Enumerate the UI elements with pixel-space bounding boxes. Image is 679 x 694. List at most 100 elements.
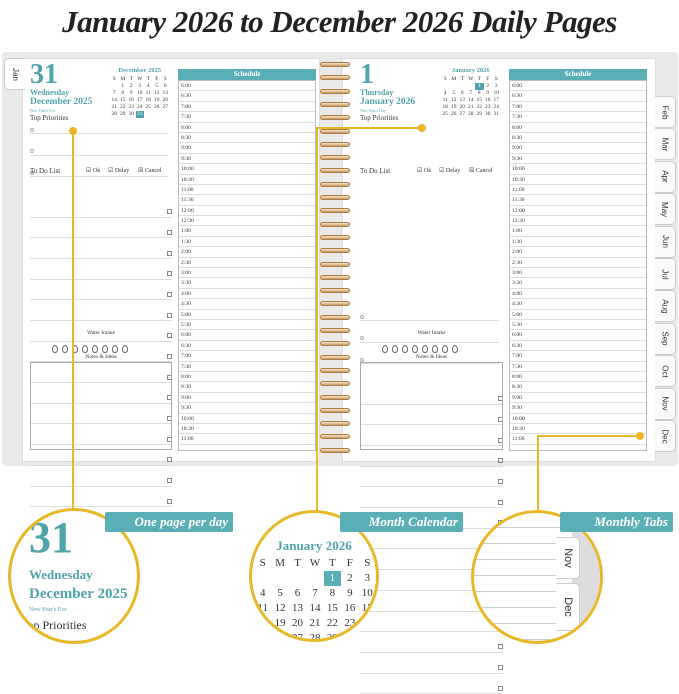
water-drop-icon[interactable] [92,345,98,353]
schedule-slot[interactable]: 8:30 [179,133,315,144]
schedule-slot[interactable]: 4:00 [510,289,646,300]
schedule-slot[interactable]: 9:00 [179,393,315,404]
schedule-slot[interactable]: 8:00 [179,372,315,383]
checkbox[interactable] [498,685,503,691]
schedule-slot[interactable]: 2:00 [179,247,315,258]
schedule-slot[interactable]: 9:00 [510,393,646,404]
calendar-day[interactable]: 29 [476,111,482,117]
water-drop-icon[interactable] [52,345,58,353]
calendar-day[interactable]: 7 [469,90,473,96]
schedule-slot[interactable]: 6:00 [510,81,646,92]
calendar-day[interactable]: 6 [163,83,167,89]
calendar-day[interactable]: 23 [128,104,134,110]
calendar-day[interactable]: 14 [468,97,474,103]
schedule-slot[interactable]: 10:30 [179,424,315,435]
schedule-slot[interactable]: 11:00 [510,434,646,445]
calendar-day[interactable]: 1 [475,83,484,90]
checkbox[interactable] [167,209,172,215]
schedule-slot[interactable]: 11:30 [179,195,315,206]
calendar-day[interactable]: 28 [468,111,474,117]
checkbox[interactable] [167,478,172,484]
calendar-day[interactable]: 6 [460,90,464,96]
calendar-day[interactable]: 16 [485,97,491,103]
calendar-day[interactable]: 13 [459,97,465,103]
notes-box[interactable] [360,362,503,450]
calendar-day[interactable]: 31 [135,111,144,118]
schedule-slot[interactable]: 1:00 [510,226,646,237]
schedule-slot[interactable]: 6:00 [510,330,646,341]
calendar-day[interactable]: 27 [459,111,465,117]
calendar-day[interactable]: 12 [451,97,457,103]
schedule-slot[interactable]: 9:00 [179,143,315,154]
calendar-day[interactable]: 24 [137,104,143,110]
calendar-day[interactable]: 15 [476,97,482,103]
schedule-slot[interactable]: 11:00 [510,185,646,196]
tab-jan[interactable]: Jan [4,58,25,90]
tab-feb[interactable]: Feb [655,96,676,128]
tab-oct[interactable]: Oct [655,355,676,388]
calendar-day[interactable]: 8 [121,90,125,96]
checkbox[interactable] [167,333,172,339]
calendar-day[interactable]: 22 [120,104,126,110]
tab-apr[interactable]: Apr [655,160,676,193]
water-drop-icon[interactable] [102,345,108,353]
schedule-slot[interactable]: 9:00 [510,143,646,154]
schedule-slot[interactable]: 10:00 [510,164,646,175]
calendar-day[interactable]: 19 [154,97,160,103]
schedule-slot[interactable]: 2:00 [510,247,646,258]
schedule-slot[interactable]: 8:00 [510,123,646,133]
checkbox[interactable] [498,644,503,650]
schedule-slot[interactable]: 7:30 [179,112,315,123]
calendar-day[interactable]: 20 [459,104,465,110]
water-drop-icon[interactable] [82,345,88,353]
calendar-day[interactable]: 11 [145,90,151,96]
schedule-slot[interactable]: 12:00 [510,206,646,217]
schedule-slot[interactable]: 6:30 [179,91,315,102]
schedule-slot[interactable]: 8:30 [510,133,646,144]
calendar-day[interactable]: 10 [493,90,499,96]
checkbox[interactable] [498,499,503,505]
calendar-day[interactable]: 14 [111,97,117,103]
schedule-slot[interactable]: 7:00 [510,102,646,113]
tab-jun[interactable]: Jun [655,225,676,258]
schedule-slot[interactable]: 3:30 [510,278,646,289]
schedule-slot[interactable]: 4:30 [179,299,315,310]
schedule-slot[interactable]: 3:00 [510,268,646,279]
calendar-day[interactable]: 23 [485,104,491,110]
calendar-day[interactable]: 8 [477,90,481,96]
schedule-slot[interactable]: 9:30 [179,154,315,165]
calendar-day[interactable]: 30 [128,111,134,117]
checkbox[interactable] [167,457,172,463]
water-drop-icon[interactable] [112,345,118,353]
schedule-slot[interactable]: 1:30 [179,237,315,248]
water-drop-icon[interactable] [402,345,408,353]
calendar-day[interactable]: 25 [145,104,151,110]
schedule-slot[interactable]: 9:30 [179,403,315,414]
calendar-day[interactable]: 3 [494,83,498,89]
calendar-day[interactable]: 9 [486,90,490,96]
calendar-day[interactable]: 26 [451,111,457,117]
schedule-slot[interactable]: 4:00 [179,289,315,300]
water-drop-icon[interactable] [382,345,388,353]
calendar-day[interactable]: 28 [111,111,117,117]
calendar-day[interactable]: 21 [111,104,117,110]
schedule-slot[interactable]: 7:30 [179,362,315,372]
schedule-slot[interactable]: 7:30 [510,112,646,123]
schedule-slot[interactable]: 3:30 [179,278,315,289]
calendar-day[interactable]: 9 [129,90,133,96]
checkbox[interactable] [167,291,172,297]
calendar-day[interactable]: 19 [451,104,457,110]
schedule-slot[interactable]: 9:30 [510,154,646,165]
schedule-slot[interactable]: 7:00 [510,351,646,362]
schedule-slot[interactable]: 10:30 [510,175,646,185]
notes-box[interactable] [30,362,172,450]
calendar-day[interactable]: 16 [128,97,134,103]
tab-dec[interactable]: Dec [655,420,676,452]
calendar-day[interactable]: 3 [138,83,142,89]
calendar-day[interactable]: 5 [155,83,159,89]
calendar-day[interactable]: 7 [112,90,116,96]
calendar-day[interactable]: 4 [146,83,150,89]
schedule-slot[interactable]: 5:30 [510,320,646,331]
calendar-day[interactable]: 11 [442,97,448,103]
schedule-slot[interactable]: 2:30 [510,258,646,269]
